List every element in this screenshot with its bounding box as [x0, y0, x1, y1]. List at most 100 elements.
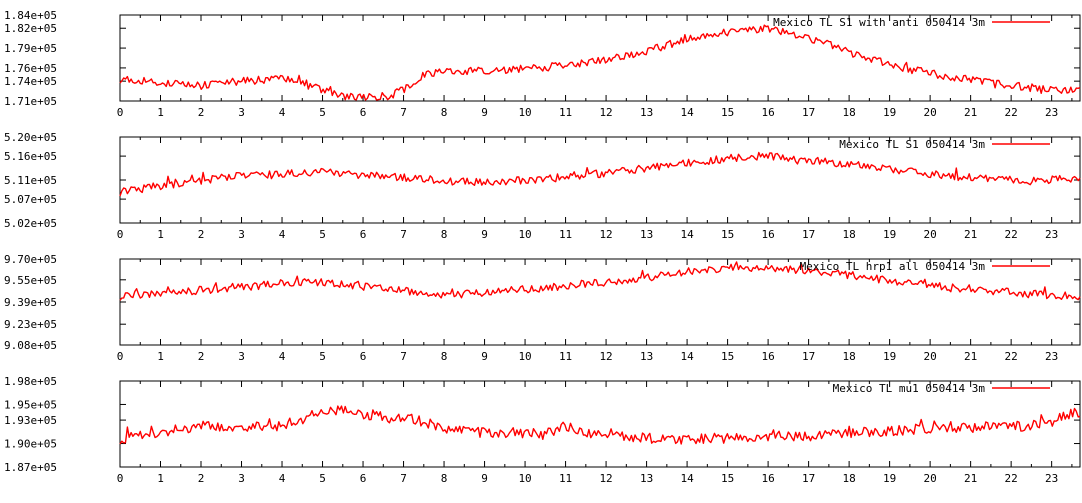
y-tick-label: 5.16e+05: [4, 150, 57, 163]
x-tick-label: 17: [802, 228, 815, 241]
x-tick-label: 4: [279, 472, 286, 485]
x-tick-label: 20: [924, 472, 937, 485]
x-tick-label: 1: [157, 228, 164, 241]
x-tick-label: 14: [680, 106, 694, 119]
x-tick-label: 17: [802, 350, 815, 363]
x-tick-label: 14: [680, 350, 694, 363]
x-tick-label: 0: [117, 350, 124, 363]
y-tick-label: 9.55e+05: [4, 274, 57, 287]
series-line: [119, 405, 1081, 445]
x-tick-label: 13: [640, 350, 653, 363]
x-tick-label: 6: [360, 350, 367, 363]
x-tick-label: 3: [238, 106, 245, 119]
x-tick-label: 6: [360, 472, 367, 485]
x-tick-label: 10: [518, 228, 531, 241]
x-tick-label: 14: [680, 472, 694, 485]
y-tick-label: 9.70e+05: [4, 253, 57, 266]
x-tick-label: 0: [117, 228, 124, 241]
x-tick-label: 3: [238, 472, 245, 485]
x-tick-label: 22: [1005, 106, 1018, 119]
y-tick-label: 1.87e+05: [4, 461, 57, 474]
x-tick-label: 2: [198, 350, 205, 363]
x-tick-label: 23: [1045, 350, 1058, 363]
x-tick-label: 15: [721, 350, 734, 363]
x-tick-label: 22: [1005, 228, 1018, 241]
y-tick-label: 1.93e+05: [4, 414, 57, 427]
x-tick-label: 8: [441, 228, 448, 241]
x-tick-label: 12: [599, 228, 612, 241]
x-tick-label: 18: [842, 228, 855, 241]
x-tick-label: 20: [924, 106, 937, 119]
x-tick-label: 13: [640, 472, 653, 485]
x-tick-label: 11: [559, 472, 572, 485]
x-tick-label: 2: [198, 106, 205, 119]
x-tick-label: 13: [640, 106, 653, 119]
x-tick-label: 11: [559, 350, 572, 363]
series-line: [119, 151, 1081, 197]
x-tick-label: 12: [599, 472, 612, 485]
x-tick-label: 13: [640, 228, 653, 241]
x-tick-label: 10: [518, 106, 531, 119]
x-tick-label: 7: [400, 106, 407, 119]
y-tick-label: 1.98e+05: [4, 375, 57, 388]
legend-label: Mexico TL hrp1 all 050414 3m: [800, 260, 986, 273]
x-tick-label: 20: [924, 350, 937, 363]
x-tick-label: 15: [721, 106, 734, 119]
series-line: [119, 261, 1081, 301]
y-tick-label: 9.23e+05: [4, 318, 57, 331]
x-tick-label: 4: [279, 228, 286, 241]
x-tick-label: 17: [802, 106, 815, 119]
x-tick-label: 23: [1045, 228, 1058, 241]
chart-panel-3: 9.70e+05 9.55e+05 9.39e+05 9.23e+05 9.08e+05…: [4, 253, 1081, 363]
plot-frame: [119, 14, 1081, 102]
x-tick-label: 8: [441, 472, 448, 485]
y-tick-label: 1.71e+05: [4, 95, 57, 108]
y-tick-label: 1.74e+05: [4, 75, 57, 88]
x-tick-label: 18: [842, 472, 855, 485]
y-tick-label: 1.76e+05: [4, 62, 57, 75]
x-tick-label: 21: [964, 350, 977, 363]
x-tick-label: 4: [279, 350, 286, 363]
x-tick-label: 16: [761, 106, 774, 119]
x-tick-label: 20: [924, 228, 937, 241]
y-tick-label: 5.02e+05: [4, 217, 57, 230]
x-tick-label: 7: [400, 228, 407, 241]
x-tick-label: 3: [238, 350, 245, 363]
y-tick-label: 5.11e+05: [4, 174, 57, 187]
x-tick-label: 10: [518, 350, 531, 363]
x-tick-label: 15: [721, 228, 734, 241]
chart-panel-4: 1.98e+05 1.95e+05 1.93e+05 1.90e+05 1.87e+05…: [4, 375, 1081, 485]
x-tick-label: 18: [842, 106, 855, 119]
x-tick-label: 22: [1005, 472, 1018, 485]
y-tick-label: 9.39e+05: [4, 296, 57, 309]
x-tick-label: 19: [883, 106, 896, 119]
x-tick-label: 18: [842, 350, 855, 363]
x-tick-label: 16: [761, 472, 774, 485]
x-tick-label: 21: [964, 472, 977, 485]
y-tick-label: 1.95e+05: [4, 398, 57, 411]
x-tick-label: 15: [721, 472, 734, 485]
x-tick-label: 21: [964, 228, 977, 241]
series-line: [119, 24, 1081, 101]
x-tick-label: 14: [680, 228, 694, 241]
x-tick-label: 3: [238, 228, 245, 241]
x-tick-label: 2: [198, 228, 205, 241]
legend-label: Mexico TL S1 with anti 050414 3m: [773, 16, 985, 29]
x-tick-label: 21: [964, 106, 977, 119]
x-tick-label: 23: [1045, 106, 1058, 119]
x-tick-label: 9: [481, 472, 488, 485]
x-tick-label: 1: [157, 472, 164, 485]
x-tick-label: 8: [441, 350, 448, 363]
y-tick-label: 1.84e+05: [4, 9, 57, 22]
x-tick-label: 12: [599, 350, 612, 363]
x-tick-label: 16: [761, 228, 774, 241]
x-tick-label: 5: [319, 228, 326, 241]
y-tick-label: 1.90e+05: [4, 438, 57, 451]
x-tick-label: 7: [400, 350, 407, 363]
x-tick-label: 9: [481, 106, 488, 119]
x-tick-label: 22: [1005, 350, 1018, 363]
y-tick-label: 5.20e+05: [4, 131, 57, 144]
x-tick-label: 0: [117, 106, 124, 119]
